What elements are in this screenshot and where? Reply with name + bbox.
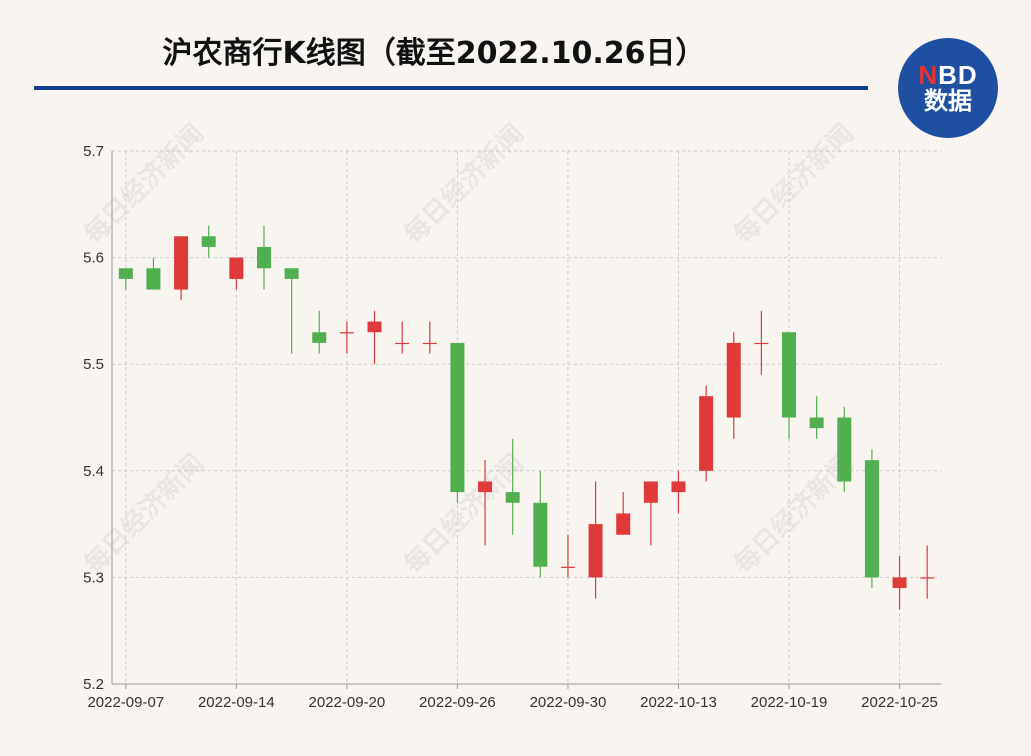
- candle: [146, 257, 161, 290]
- candle-body: [174, 236, 189, 290]
- candle-body: [671, 481, 686, 493]
- candle-body: [256, 246, 271, 269]
- candle: [837, 406, 852, 493]
- x-tick-label: 2022-10-13: [640, 694, 717, 711]
- candle-body: [422, 342, 437, 345]
- candle: [478, 460, 493, 546]
- candle-body: [505, 492, 520, 503]
- title-divider: [34, 86, 868, 90]
- candle: [174, 236, 189, 301]
- candle-body: [699, 396, 714, 471]
- axis-layer: 5.2 5.3 5.4 5.5 5.6 5.7 2022-09-07 2022-09-14 20…: [83, 143, 941, 711]
- candle: [920, 545, 935, 599]
- candle-body: [367, 321, 382, 333]
- candle: [450, 342, 465, 503]
- candle-body: [643, 481, 658, 503]
- watermark-text: 每日经济新闻: [78, 118, 210, 250]
- y-tick-label: 5.7: [83, 143, 104, 160]
- candle-body: [809, 417, 824, 429]
- watermark-text: 每日经济新闻: [398, 118, 530, 250]
- candle: [284, 268, 299, 354]
- candle-body: [395, 342, 410, 345]
- candle: [560, 534, 575, 578]
- candle: [118, 268, 133, 290]
- candle-body: [312, 332, 327, 343]
- candle: [864, 449, 879, 589]
- candle-body: [533, 502, 548, 567]
- candle-body: [837, 417, 852, 482]
- candle: [395, 321, 410, 354]
- candle-body: [284, 268, 299, 279]
- candle-body: [201, 236, 216, 247]
- candle: [588, 481, 603, 599]
- y-tick-label: 5.6: [83, 250, 104, 267]
- candle-body: [892, 577, 907, 589]
- x-tick-label: 2022-09-14: [198, 694, 275, 711]
- candle-body: [118, 268, 133, 279]
- candle: [782, 332, 797, 439]
- candle: [643, 481, 658, 546]
- candle: [505, 438, 520, 535]
- candle-body: [754, 342, 769, 345]
- candle: [754, 310, 769, 375]
- logo-data-text: 数据: [924, 88, 972, 116]
- candle-body: [450, 342, 465, 493]
- logo-bd: BD: [938, 59, 978, 90]
- candle-body: [560, 566, 575, 568]
- candle: [671, 470, 686, 514]
- candle-body: [726, 342, 741, 418]
- x-tick-label: 2022-09-20: [309, 694, 386, 711]
- candle-body: [920, 577, 935, 579]
- candle: [699, 385, 714, 482]
- candle: [256, 225, 271, 290]
- candle-body: [146, 268, 161, 290]
- y-tick-label: 5.4: [83, 463, 104, 480]
- x-tick-label: 2022-09-07: [87, 694, 164, 711]
- x-tick-label: 2022-10-25: [861, 694, 938, 711]
- y-tick-label: 5.5: [83, 356, 104, 373]
- candle-body: [478, 481, 493, 493]
- candle: [616, 492, 631, 535]
- logo-nbd-text: NBD: [918, 59, 978, 90]
- candle-body: [616, 513, 631, 535]
- x-tick-label: 2022-09-30: [530, 694, 607, 711]
- nbd-logo: NBD 数据: [898, 38, 998, 138]
- candle-body: [864, 460, 879, 578]
- candle-layer: [118, 225, 935, 610]
- candle: [229, 257, 244, 290]
- watermark-text: 每日经济新闻: [728, 118, 860, 250]
- candle-body: [229, 257, 244, 279]
- candle: [422, 321, 437, 354]
- candle: [339, 321, 354, 354]
- candle-body: [782, 332, 797, 418]
- candle-body: [339, 332, 354, 334]
- candle: [312, 310, 327, 354]
- candle: [367, 310, 382, 365]
- chart-title: 沪农商行K线图（截至2022.10.26日）: [162, 36, 706, 71]
- candle: [892, 556, 907, 610]
- candle: [726, 332, 741, 439]
- candle: [201, 225, 216, 258]
- candle: [533, 470, 548, 578]
- candle-body: [588, 524, 603, 578]
- candle: [809, 396, 824, 439]
- y-tick-label: 5.2: [83, 676, 104, 693]
- y-tick-label: 5.3: [83, 569, 104, 586]
- x-tick-label: 2022-09-26: [419, 694, 496, 711]
- x-tick-label: 2022-10-19: [751, 694, 828, 711]
- logo-n: N: [918, 59, 939, 90]
